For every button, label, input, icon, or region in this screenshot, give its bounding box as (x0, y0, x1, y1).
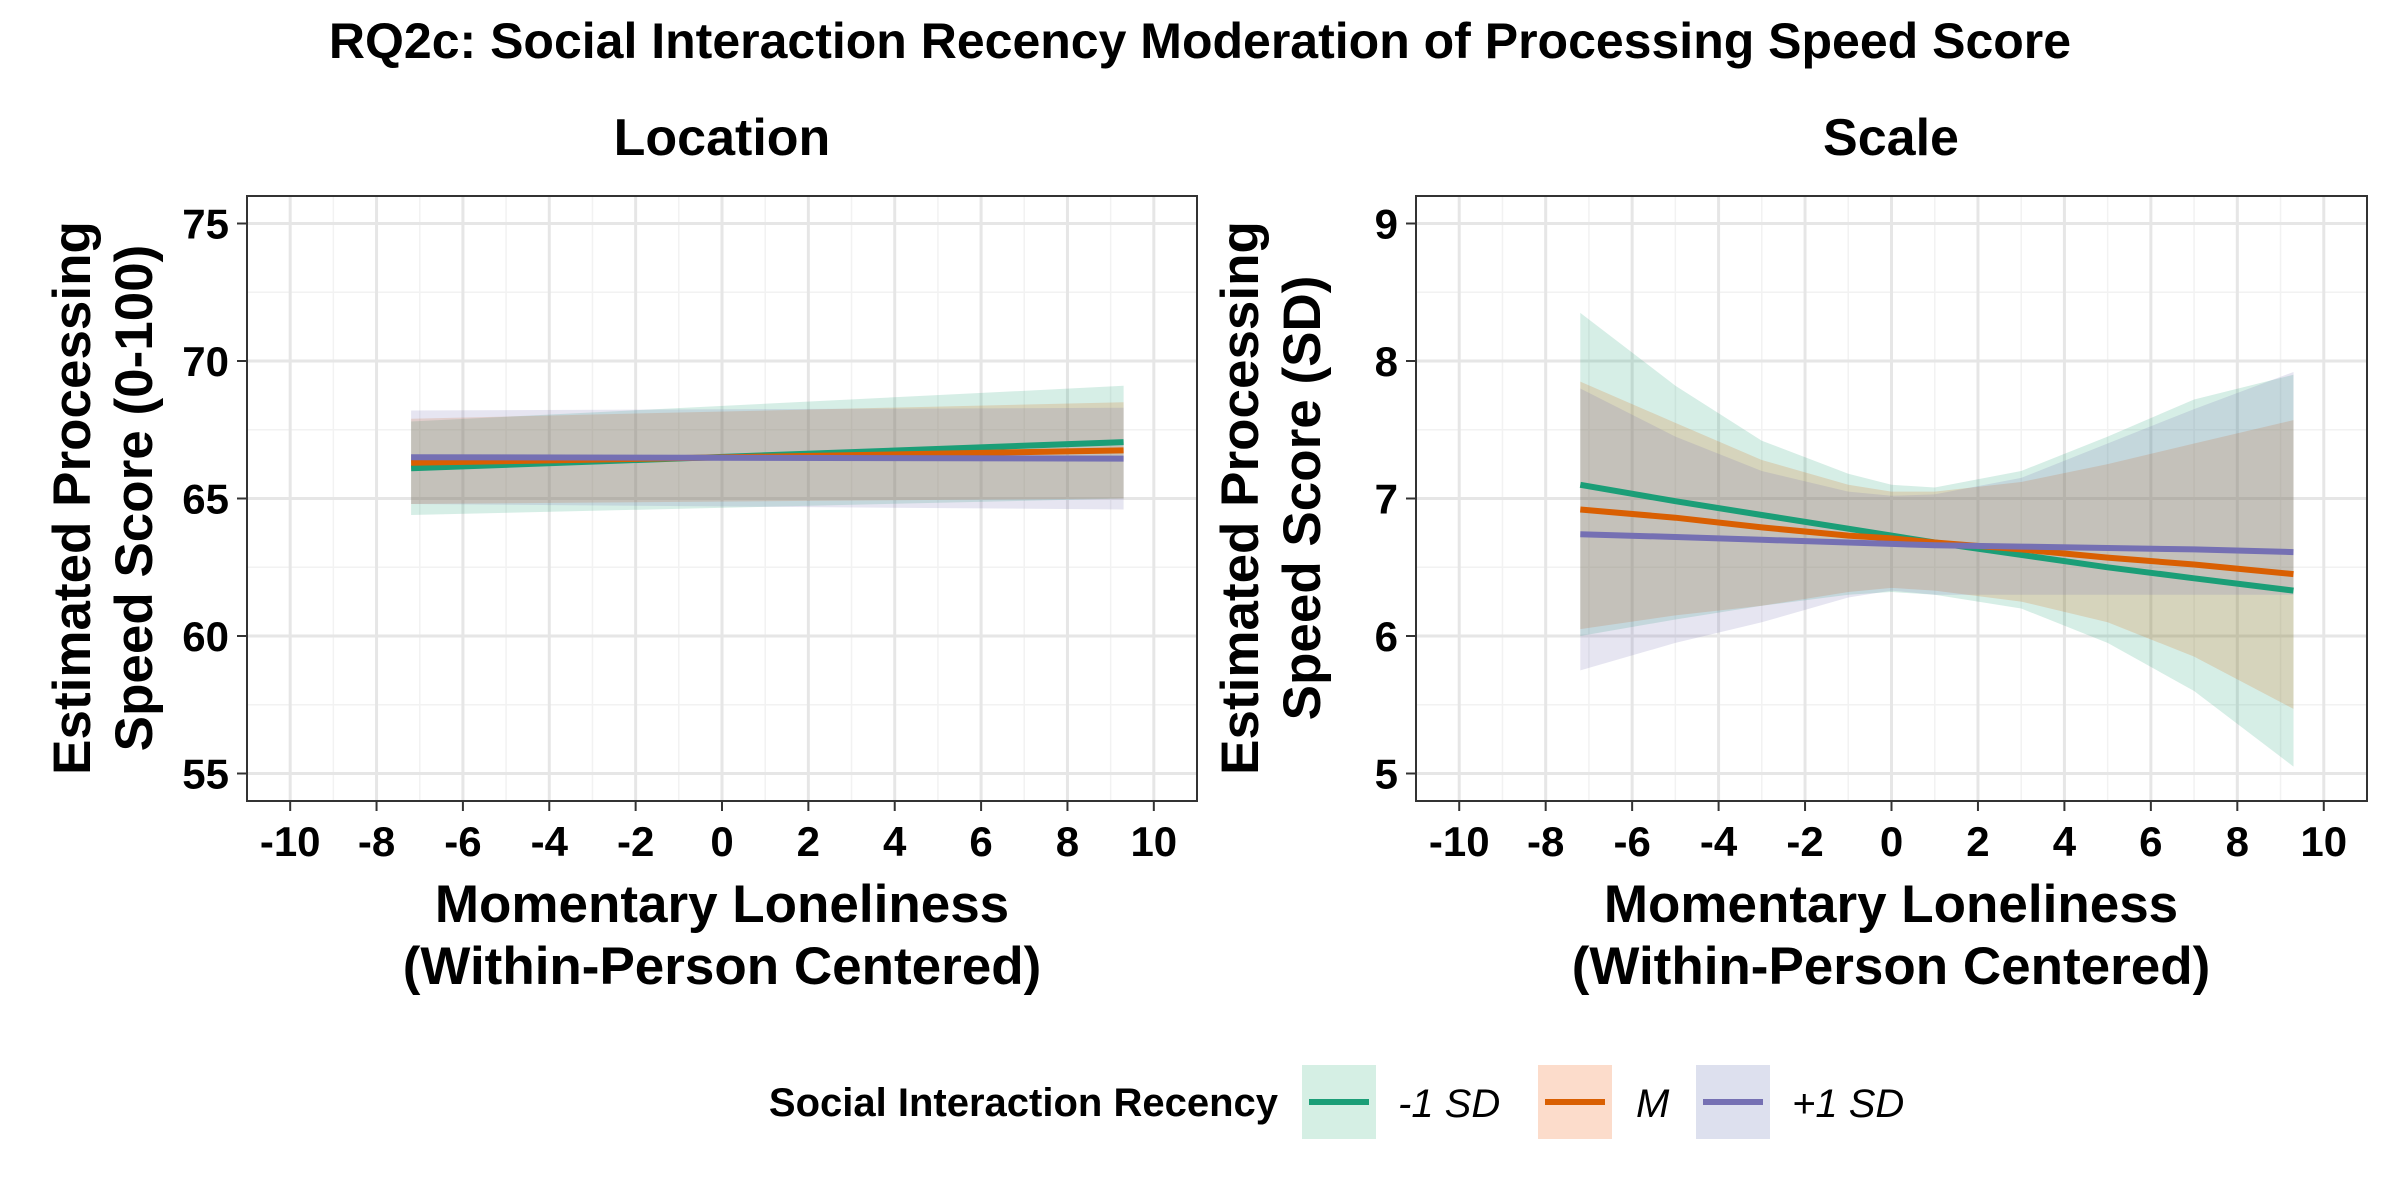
y-axis-title-line: Speed Score (0-100) (105, 245, 164, 752)
panel-location-gridlines (247, 196, 1197, 801)
x-tick-label: -10 (260, 818, 321, 865)
y-tick-label: 7 (1375, 476, 1398, 523)
legend-label-m: M (1636, 1082, 1670, 1126)
y-axis-title-line: Estimated Processing (1211, 221, 1270, 775)
x-tick-label: -6 (444, 818, 481, 865)
x-tick-label: 0 (710, 818, 733, 865)
x-tick-label: -2 (617, 818, 654, 865)
panel-location-y-ticks: 55 60 65 70 75 (182, 201, 247, 798)
figure-title: RQ2c: Social Interaction Recency Moderat… (329, 13, 2071, 69)
legend-item-plus-1-sd: +1 SD (1696, 1065, 1904, 1139)
x-axis-title-line: (Within-Person Centered) (403, 937, 1041, 996)
x-axis-title-line: (Within-Person Centered) (1572, 937, 2210, 996)
x-tick-label: 10 (2300, 818, 2347, 865)
x-tick-label: 2 (1966, 818, 1989, 865)
y-tick-label: 9 (1375, 201, 1398, 248)
panel-location-title: Location (614, 109, 831, 167)
y-tick-label: 55 (182, 751, 229, 798)
y-tick-label: 8 (1375, 338, 1398, 385)
x-tick-label: 8 (2226, 818, 2249, 865)
panel-scale-x-ticks: -10 -8 -6 -4 -2 0 2 4 6 8 10 (1429, 801, 2347, 865)
x-tick-label: 4 (883, 818, 907, 865)
y-tick-label: 70 (182, 338, 229, 385)
legend: Social Interaction Recency -1 SD M +1 SD (769, 1065, 1904, 1139)
panel-scale-gridlines (1416, 196, 2367, 801)
panel-location-x-ticks: -10 -8 -6 -4 -2 0 2 4 6 8 10 (260, 801, 1177, 865)
series-line-m (1580, 506, 2294, 578)
x-tick-label: 2 (797, 818, 820, 865)
y-axis-title-line: Estimated Processing (43, 221, 102, 775)
legend-item-m: M (1538, 1065, 1670, 1139)
panel-location-lines (410, 439, 1124, 472)
y-tick-label: 60 (182, 613, 229, 660)
legend-label-plus-1-sd: +1 SD (1792, 1082, 1904, 1126)
y-tick-label: 75 (182, 201, 229, 248)
ribbon-plus-1-sd (1580, 372, 2294, 671)
x-tick-label: -10 (1429, 818, 1490, 865)
ribbon-minus-1-sd (411, 385, 1124, 515)
panel-scale: Scale -10 -8 -6 -4 -2 0 2 4 6 8 10 5 6 7 8 9 Momentary… (1211, 109, 2368, 996)
legend-item-minus-1-sd: -1 SD (1302, 1065, 1500, 1139)
panel-location-x-axis-title: Momentary Loneliness (Within-Person Cente… (403, 875, 1041, 996)
x-tick-label: -4 (531, 818, 569, 865)
series-line-plus-1-sd (1580, 531, 2294, 556)
x-tick-label: 4 (2053, 818, 2077, 865)
legend-title: Social Interaction Recency (769, 1081, 1279, 1125)
x-tick-label: -2 (1786, 818, 1823, 865)
panel-scale-lines (1579, 481, 2294, 594)
x-tick-label: -8 (358, 818, 395, 865)
y-tick-label: 6 (1375, 613, 1398, 660)
panel-scale-title: Scale (1823, 109, 1959, 167)
panel-location-y-axis-title: Estimated ProcessingSpeed Score (0-100) (43, 221, 164, 775)
x-tick-label: 6 (969, 818, 992, 865)
y-tick-label: 65 (182, 476, 229, 523)
panel-scale-x-axis-title: Momentary Loneliness (Within-Person Cente… (1572, 875, 2210, 996)
x-tick-label: 10 (1130, 818, 1177, 865)
series-line-plus-1-sd (411, 454, 1124, 462)
x-tick-label: -8 (1527, 818, 1564, 865)
x-tick-label: 8 (1056, 818, 1079, 865)
x-axis-title-line: Momentary Loneliness (1604, 875, 2178, 934)
x-axis-title-line: Momentary Loneliness (435, 875, 1009, 934)
panel-location: Location -10 -8 -6 -4 -2 0 2 4 6 8 10 55 60 65 70 75 M… (43, 109, 1198, 996)
legend-label-minus-1-sd: -1 SD (1398, 1082, 1500, 1126)
x-tick-label: 6 (2139, 818, 2162, 865)
x-tick-label: 0 (1880, 818, 1903, 865)
x-tick-label: -4 (1700, 818, 1738, 865)
y-axis-title-line: Speed Score (SD) (1273, 276, 1332, 721)
y-tick-label: 5 (1375, 751, 1398, 798)
panel-scale-y-axis-title: Estimated ProcessingSpeed Score (SD) (1211, 221, 1332, 775)
x-tick-label: -6 (1613, 818, 1650, 865)
panel-scale-y-ticks: 5 6 7 8 9 (1375, 201, 1416, 798)
